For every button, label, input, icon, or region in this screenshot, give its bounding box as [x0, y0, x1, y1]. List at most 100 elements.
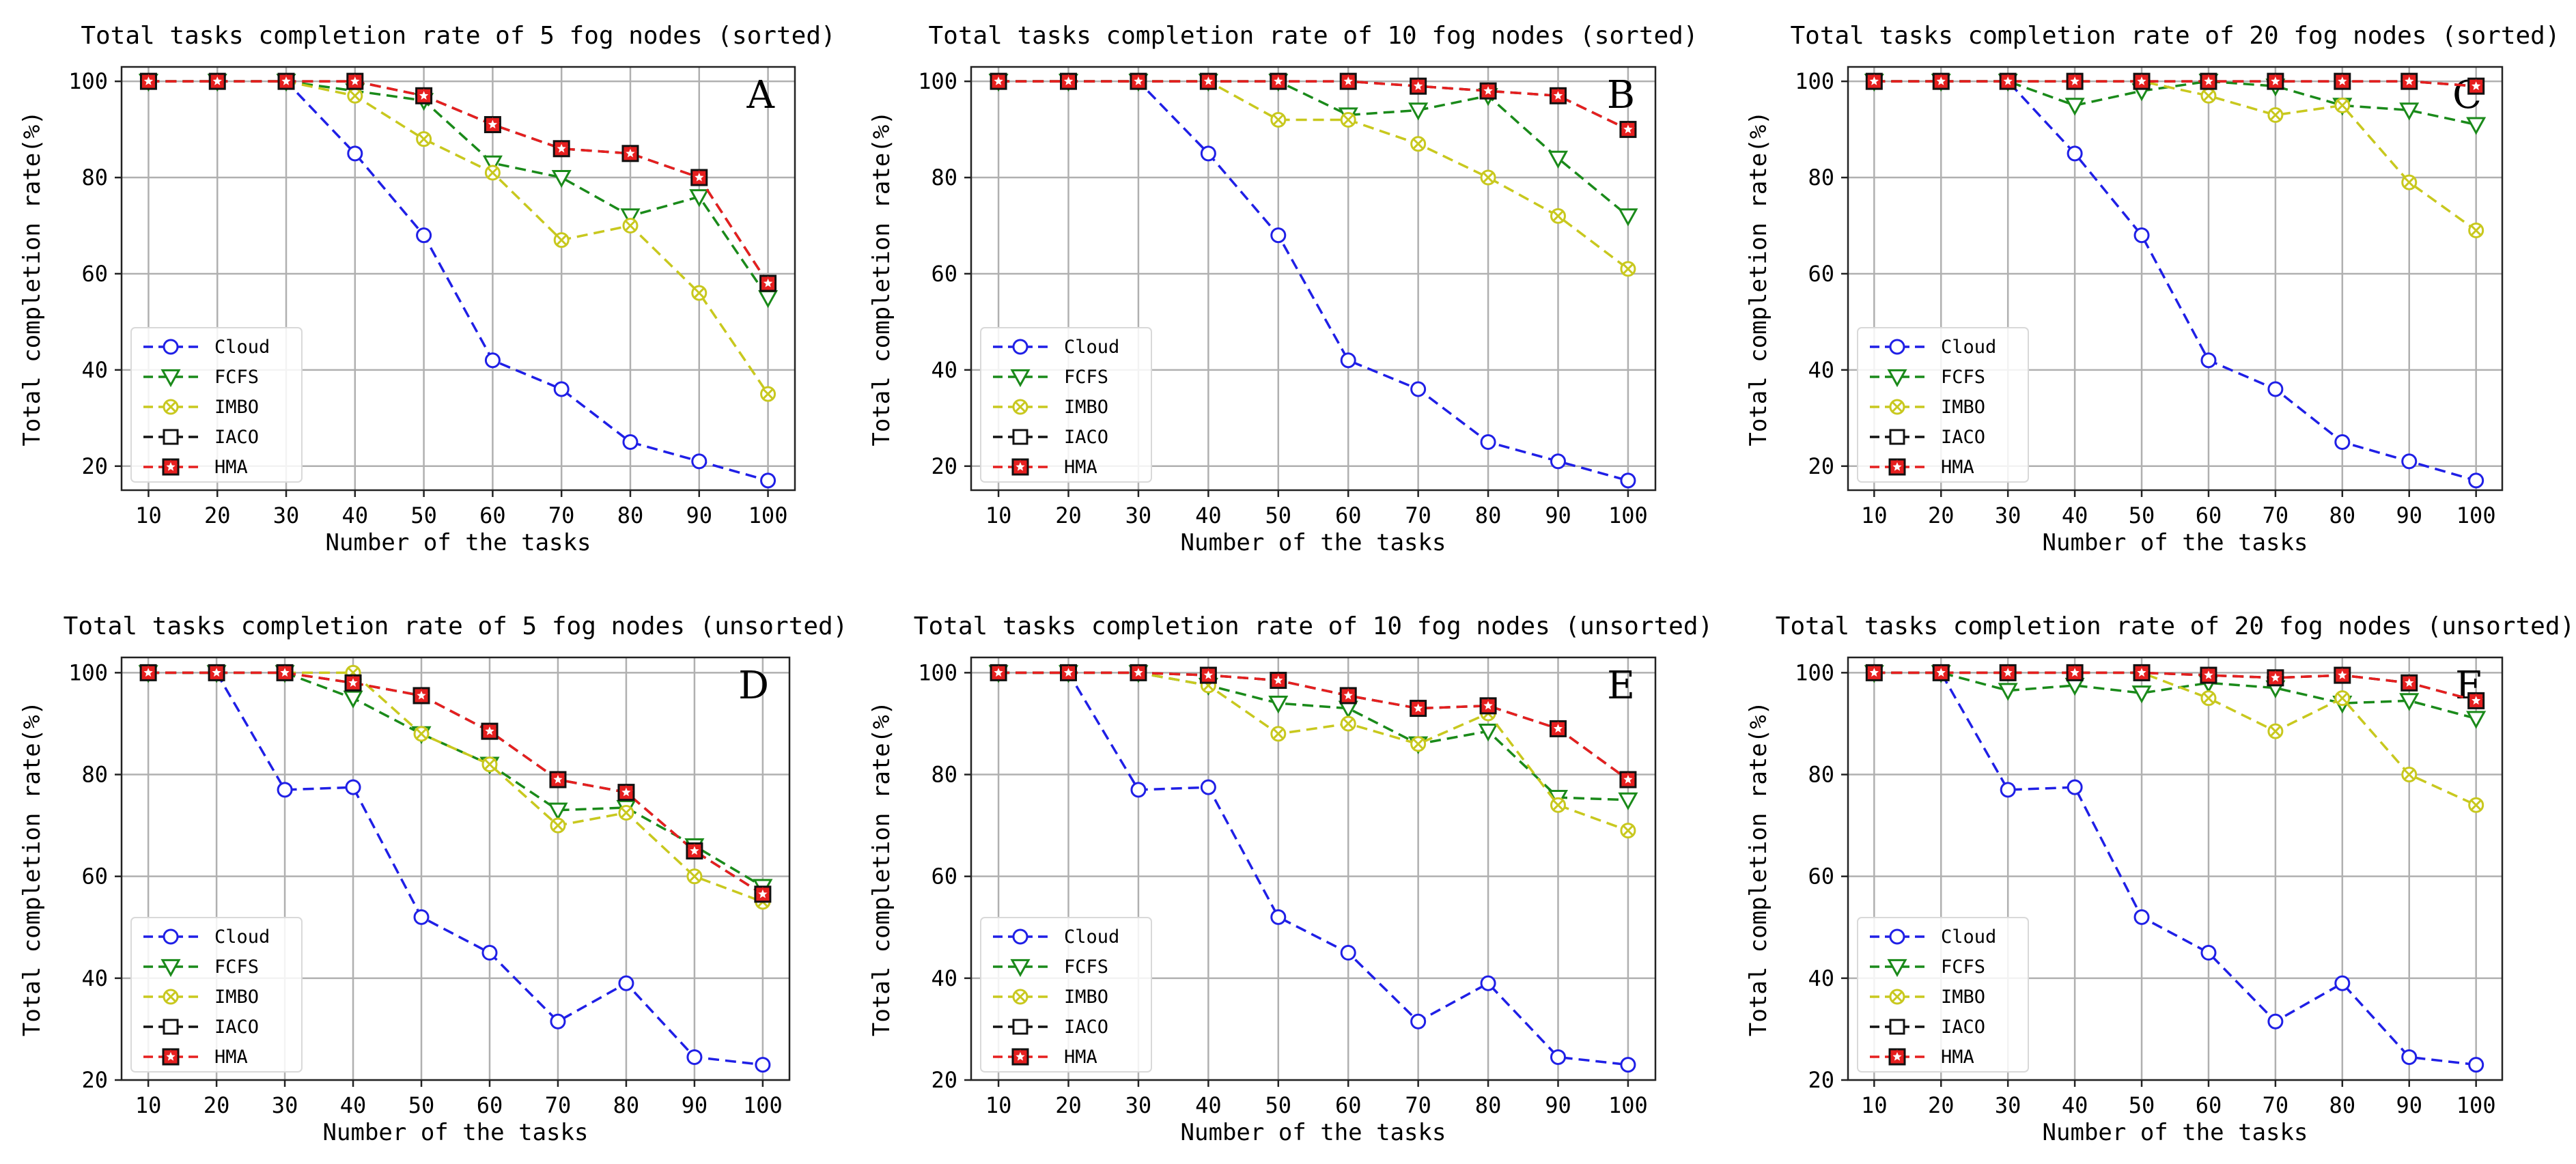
series-cloud-point-4: [1270, 227, 1287, 244]
series-hma-point-star: [2335, 668, 2350, 682]
series-hma-point-star: [2469, 79, 2484, 93]
series-hma-point-star: [619, 784, 634, 799]
legend-entry-hma-point-marker: [162, 1048, 180, 1066]
legend-entry-hma-point-marker: [1011, 458, 1029, 476]
legend-entry-cloud-label: Cloud: [1064, 926, 1119, 948]
series-hma-point-star: [2134, 665, 2149, 679]
legend-entry-fcfs: FCFS: [143, 367, 259, 388]
legend-entry-cloud-label: Cloud: [214, 337, 270, 358]
legend-entry-hma: HMA: [993, 1047, 1097, 1068]
series-cloud-point-7: [2334, 975, 2351, 991]
y-axis-label: Total completion rate(%): [18, 111, 46, 446]
x-tick-label: 10: [1861, 1092, 1888, 1118]
x-tick-label: 90: [1545, 502, 1571, 528]
series-hma-point-star: [2000, 74, 2015, 88]
series-imbo-point-cross: [688, 870, 700, 882]
x-tick-label: 70: [1405, 1092, 1431, 1118]
series-hma-point-star: [485, 117, 500, 131]
series-hma-point-star: [1866, 74, 1881, 88]
legend-entry-imbo: IMBO: [1870, 397, 1985, 418]
y-tick-label: 40: [81, 357, 108, 383]
x-tick-label: 40: [1195, 1092, 1222, 1118]
series-imbo-point-cross: [2269, 109, 2281, 121]
legend: Cloud FCFS IMBO IACO HMA: [1857, 327, 2029, 483]
series-imbo-point-cross: [556, 234, 568, 246]
x-tick-label: 100: [1608, 502, 1648, 528]
series-cloud-point-9: [760, 472, 776, 489]
legend: Cloud FCFS IMBO IACO HMA: [1857, 917, 2029, 1073]
series-imbo-point-6: [1410, 136, 1427, 152]
series-hma-point-star: [1201, 74, 1216, 88]
legend-entry-iaco-point-marker: [163, 1019, 179, 1035]
x-tick-label: 80: [1475, 1092, 1502, 1118]
x-axis-label: Number of the tasks: [326, 529, 591, 556]
series-imbo-line: [998, 80, 1629, 270]
series-hma-point-star: [209, 665, 224, 679]
series-hma-point-6: [2267, 669, 2284, 687]
series-hma-point-2: [277, 72, 295, 90]
series-imbo-point-5: [1340, 112, 1356, 128]
x-tick-label: 50: [2129, 1092, 2155, 1118]
series-imbo-line: [1874, 80, 2477, 231]
series-cloud-point-5: [481, 945, 498, 961]
series-imbo-point-6: [2267, 107, 2284, 123]
y-tick-label: 40: [81, 965, 108, 991]
series-hma-point-4: [1270, 672, 1287, 690]
series-hma-line: [998, 671, 1629, 781]
x-tick-label: 10: [985, 1092, 1012, 1118]
series-hma-point-5: [2200, 72, 2217, 90]
series-hma-point-star: [1271, 74, 1286, 88]
legend-entry-fcfs-label: FCFS: [1941, 956, 1985, 978]
legend-entry-iaco-label: IACO: [214, 1017, 259, 1038]
legend-entry-iaco-point-marker: [163, 429, 179, 445]
series-fcfs-point-4: [1268, 696, 1289, 714]
legend-entry-hma: HMA: [143, 457, 248, 478]
series-hma-point-4: [412, 687, 430, 705]
series-hma-point-star: [417, 88, 432, 102]
series-fcfs-point-6: [548, 802, 568, 821]
y-axis-label: Total completion rate(%): [18, 701, 46, 1036]
legend-entry-iaco-label: IACO: [1941, 1017, 1985, 1038]
series-imbo-line: [998, 671, 1629, 832]
y-tick-label: 20: [81, 453, 108, 479]
series-fcfs: [988, 74, 1638, 227]
series-fcfs: [1864, 74, 2487, 135]
series-imbo-line: [148, 671, 764, 903]
series-cloud-point-3: [347, 145, 363, 162]
series-cloud-point-4: [413, 909, 430, 925]
y-tick-label: 20: [1808, 453, 1834, 479]
x-tick-label: 10: [985, 502, 1012, 528]
series-cloud-point-4: [416, 227, 432, 244]
series-hma-point-star: [1201, 668, 1216, 682]
series-hma-point-star: [2000, 665, 2015, 679]
series-imbo-point-cross: [2336, 100, 2348, 111]
series-hma-point-7: [621, 145, 639, 162]
x-tick-label: 50: [1265, 502, 1292, 528]
x-tick-label: 100: [748, 502, 788, 528]
series-cloud-point-8: [686, 1049, 703, 1065]
legend-entry-hma-point-marker: [1888, 1048, 1906, 1066]
series-hma-point-star: [1131, 74, 1146, 88]
series-hma-point-5: [481, 722, 499, 740]
series-cloud-point-4: [2133, 227, 2150, 244]
series-cloud-point-7: [622, 434, 639, 451]
chart-panel-C: 10 20 30 40 50 60 70 80 90 100 20 40 60 80 100 Total ta…: [1745, 22, 2560, 556]
x-tick-label: 70: [548, 502, 575, 528]
legend-entry-cloud-label: Cloud: [1941, 337, 1996, 358]
y-tick-label: 80: [1808, 762, 1834, 788]
y-tick-label: 60: [931, 261, 957, 287]
y-tick-label: 40: [931, 357, 957, 383]
legend-entry-fcfs: FCFS: [1870, 956, 1985, 978]
chart-title: Total tasks completion rate of 5 fog nod…: [81, 22, 835, 50]
legend-entry-cloud-point-marker: [163, 928, 179, 945]
series-imbo-point-4: [413, 726, 430, 742]
series-cloud-point-7: [1480, 975, 1496, 991]
series-cloud-point-8: [2401, 453, 2418, 470]
series-fcfs: [1864, 665, 2487, 729]
series-imbo-point-9: [2468, 797, 2484, 813]
series-fcfs-point-9: [2466, 117, 2487, 135]
series-hma-line: [148, 80, 770, 284]
x-tick-label: 70: [2263, 502, 2289, 528]
series-hma-point-4: [1270, 72, 1287, 90]
x-tick-label: 70: [1405, 502, 1431, 528]
